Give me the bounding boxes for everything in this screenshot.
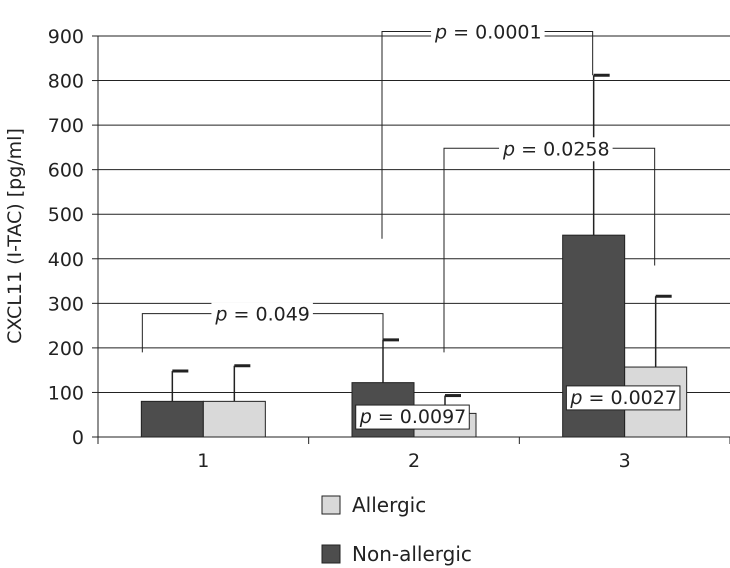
legend-label-allergic: Allergic: [352, 493, 426, 517]
p-label-00258-background: [499, 137, 613, 162]
p-label-00001: p = 0.0001: [431, 20, 545, 45]
significance-annotations: p = 0.049 p = 0.0001 p = 0.0258 p = 0.0097 p…: [141, 20, 681, 430]
legend-label-non-allergic: Non-allergic: [352, 542, 472, 566]
y-tick-label: 400: [48, 249, 84, 271]
y-tick-label: 100: [48, 382, 84, 404]
p-label-00001-text: p = 0.0001: [434, 22, 542, 44]
p-label-00097-text: p = 0.0097: [359, 406, 467, 428]
p-label-00027-text: p = 0.0027: [569, 387, 677, 409]
p-label-00027: p = 0.0027: [565, 385, 681, 411]
bar-non-allergic: [140, 400, 204, 438]
p-label-00027-background: [565, 385, 681, 411]
p-label-0049-text: p = 0.049: [214, 304, 309, 326]
bar-allergic: [202, 400, 266, 438]
bracket-p-00001: [381, 31, 594, 239]
legend-swatch-allergic: [321, 495, 341, 515]
y-tick-label: 300: [48, 293, 84, 315]
legend-swatch-non-allergic: [321, 544, 341, 564]
y-tick-label: 700: [48, 115, 84, 137]
y-tick-label: 600: [48, 160, 84, 182]
y-tick-label: 500: [48, 204, 84, 226]
y-tick-label: 800: [48, 71, 84, 93]
x-tick-label: 2: [408, 450, 420, 472]
y-axis-label: CXCL11 (I-TAC) [pg/ml]: [4, 128, 26, 344]
x-tick-label: 3: [619, 450, 631, 472]
axes: [97, 36, 730, 438]
x-axis-ticks: 1 2 3: [97, 437, 730, 472]
y-axis-ticks: 0 100 200 300 400 500 600 700 800 900: [48, 26, 98, 449]
legend: Allergic Non-allergic: [321, 493, 472, 566]
p-label-0049-background: [211, 302, 313, 327]
y-tick-label: 200: [48, 338, 84, 360]
p-label-00097: p = 0.0097: [355, 404, 470, 430]
p-label-0049: p = 0.049: [211, 302, 313, 327]
p-label-00001-background: [431, 20, 545, 45]
p-label-00258: p = 0.0258: [499, 137, 613, 162]
p-label-00258-text: p = 0.0258: [502, 138, 610, 160]
p-label-00097-background: [355, 404, 470, 430]
y-tick-label: 900: [48, 26, 84, 48]
y-tick-label: 0: [72, 427, 84, 449]
grid-lines: [98, 35, 730, 393]
x-tick-label: 1: [197, 450, 209, 472]
